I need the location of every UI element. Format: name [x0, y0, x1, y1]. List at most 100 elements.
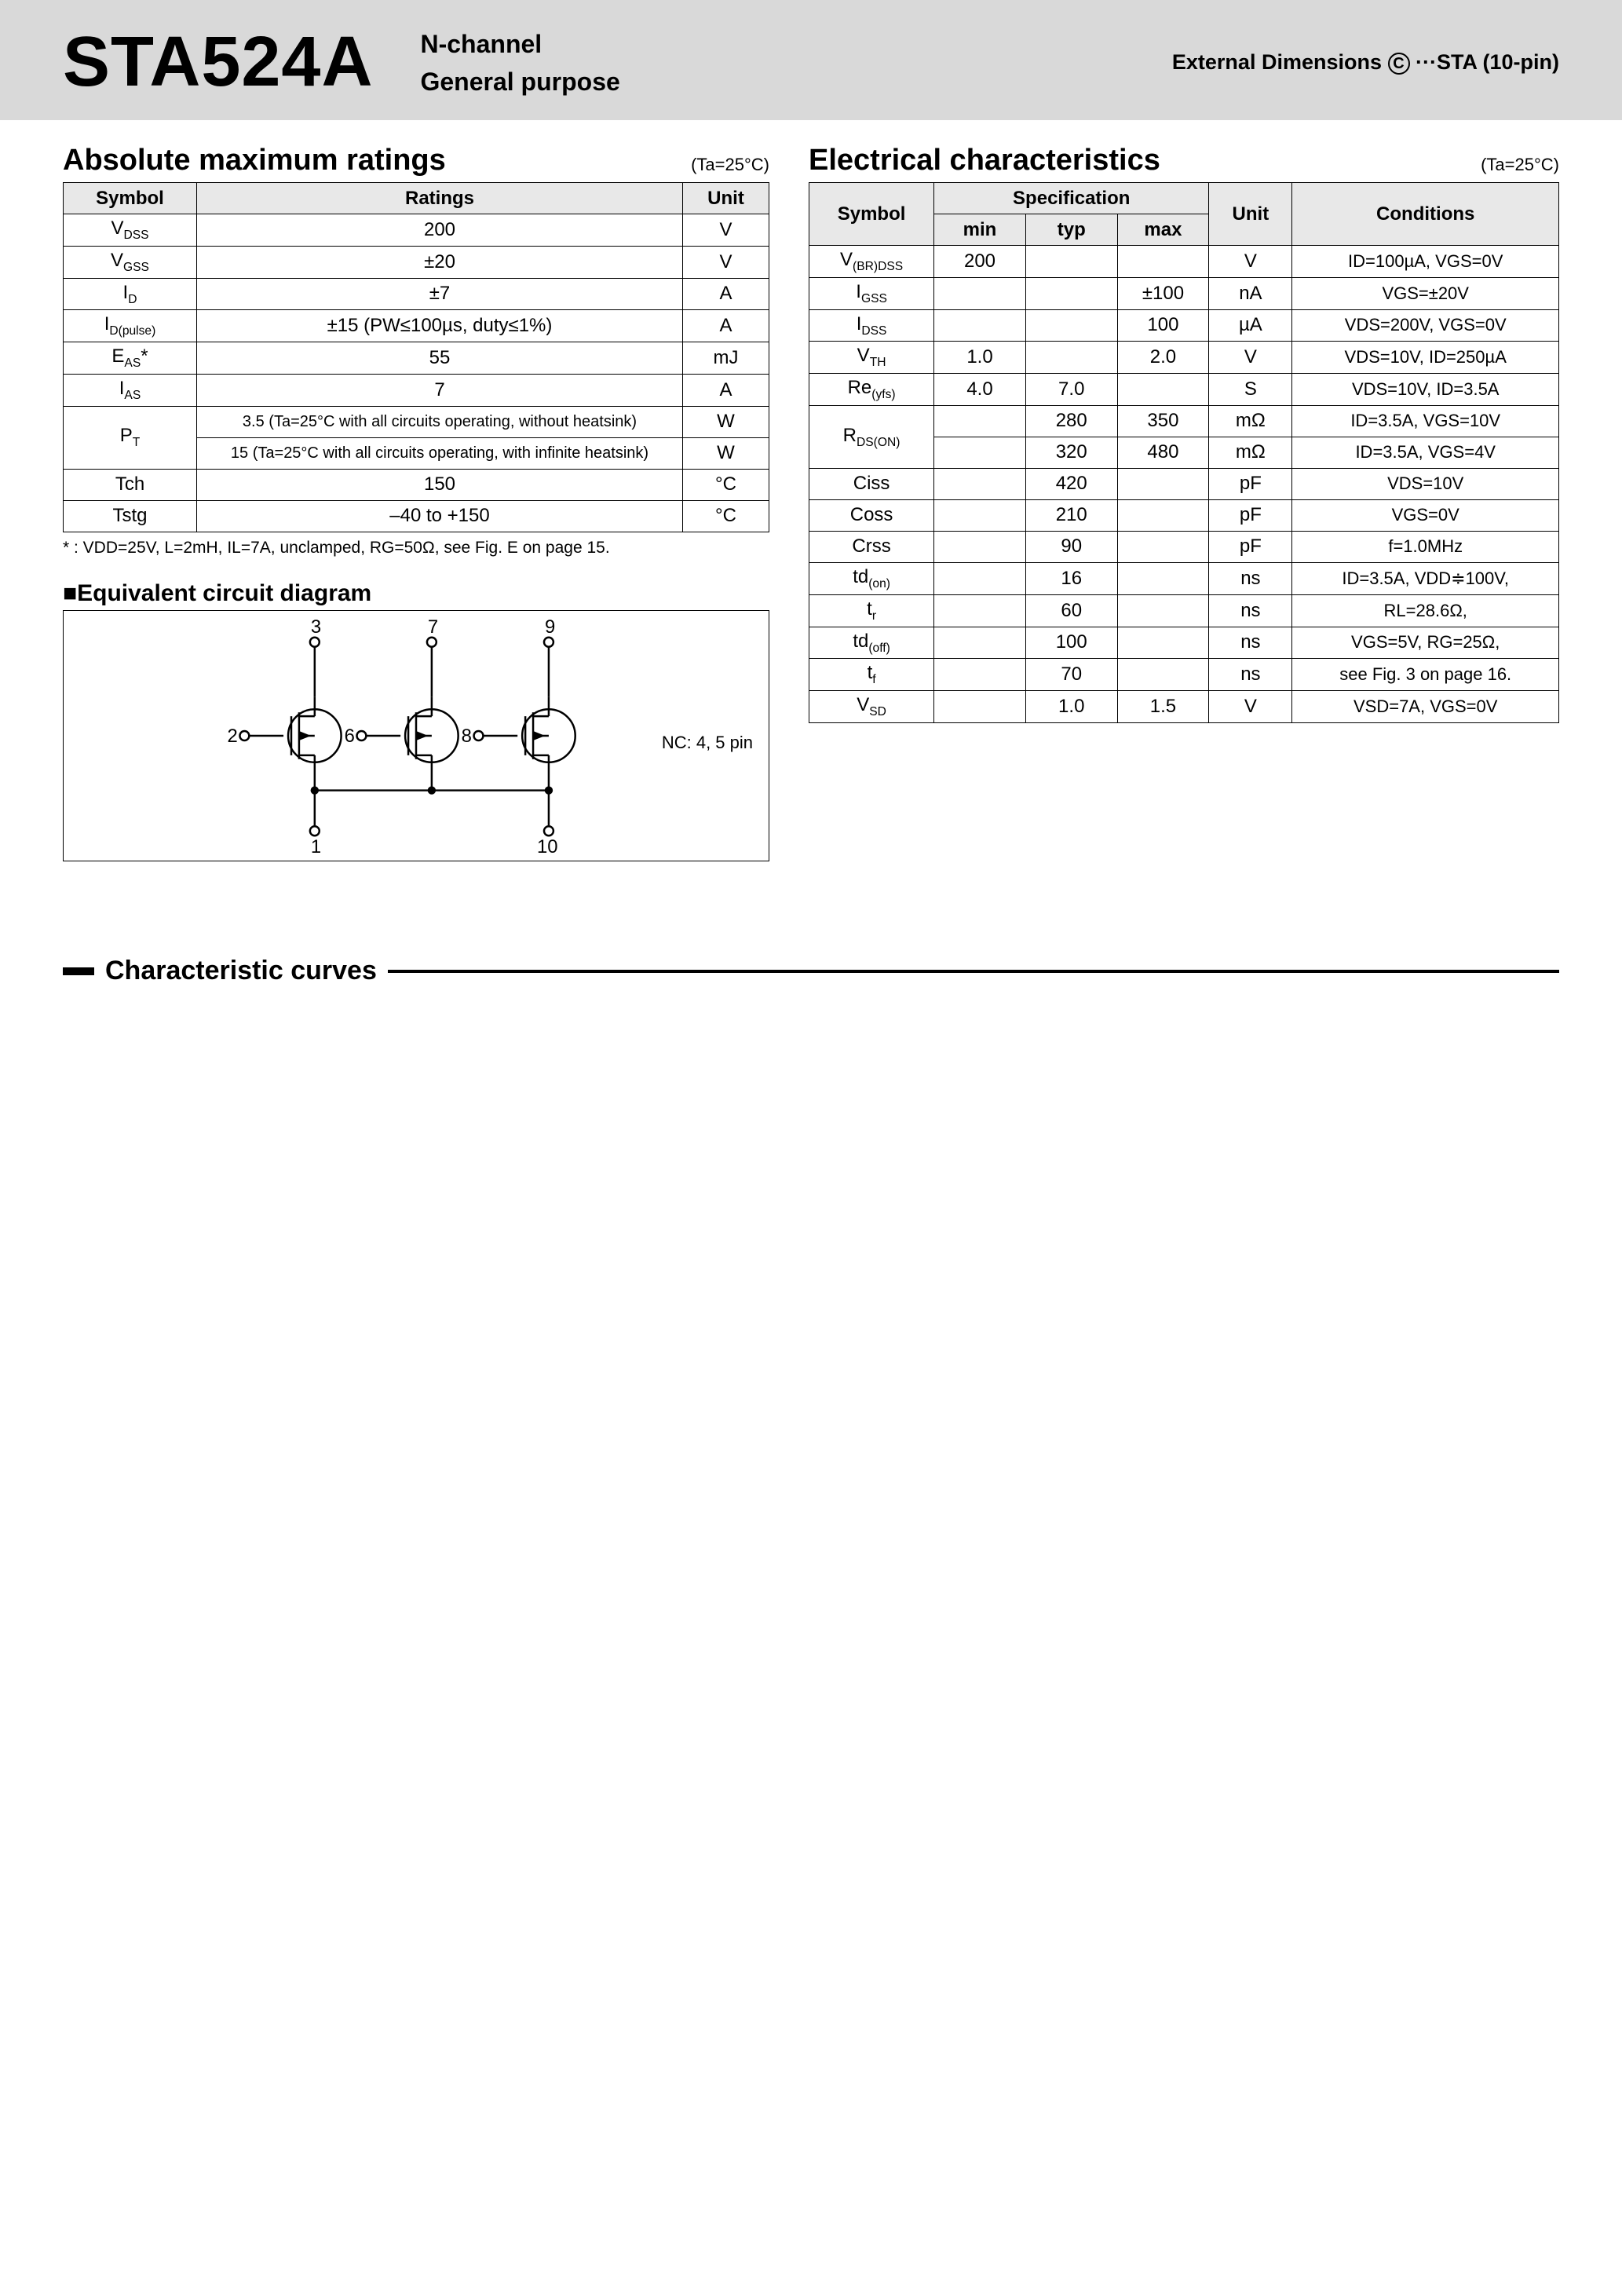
- desc-line-2: General purpose: [420, 63, 1171, 101]
- typ-cell: [1025, 246, 1117, 278]
- typ-cell: 280: [1025, 405, 1117, 437]
- max-cell: [1117, 246, 1209, 278]
- col-min: min: [934, 214, 1026, 246]
- unit-cell: nA: [1209, 277, 1292, 309]
- table-row: Ciss420pFVDS=10V: [809, 468, 1559, 499]
- nc-label: NC: 4, 5 pin: [662, 733, 753, 753]
- typ-cell: 90: [1025, 531, 1117, 562]
- typ-cell: [1025, 309, 1117, 342]
- eq-circuit-box: 3 7 9 2 6 8 1 10 NC: 4, 5 pin: [63, 610, 769, 861]
- rating-cell: –40 to +150: [197, 500, 683, 532]
- sub: (on): [868, 577, 890, 590]
- ext-dim-pkg: STA (10-pin): [1437, 50, 1559, 74]
- min-cell: 4.0: [934, 374, 1026, 406]
- sym: E: [111, 345, 124, 367]
- unit-cell: pF: [1209, 531, 1292, 562]
- table-row: td(off)100nsVGS=5V, RG=25Ω,: [809, 627, 1559, 659]
- min-cell: [934, 531, 1026, 562]
- divider-bar-left: [63, 967, 94, 975]
- table-row: RDS(ON) 280350mΩID=3.5A, VGS=10V: [809, 405, 1559, 437]
- col-symbol: Symbol: [809, 183, 934, 246]
- elec-header-row1: Symbol Specification Unit Conditions: [809, 183, 1559, 214]
- cond-cell: VDS=10V: [1292, 468, 1559, 499]
- cond-cell: VDS=10V, ID=250µA: [1292, 342, 1559, 374]
- table-row: ID(pulse)±15 (PW≤100µs, duty≤1%)A: [64, 310, 769, 342]
- unit-cell: V: [1209, 246, 1292, 278]
- rating-cell: ±7: [197, 278, 683, 310]
- sym-cell: PT: [64, 406, 197, 469]
- sym: td: [853, 566, 868, 587]
- table-row: Crss 90 pFf=1.0MHz: [809, 531, 1559, 562]
- sym: V: [840, 249, 853, 270]
- right-column: Electrical characteristics (Ta=25°C) Sym…: [809, 144, 1559, 861]
- pin-label: 7: [428, 616, 438, 638]
- sym-cell: Crss: [809, 531, 934, 562]
- pin-label: 9: [545, 616, 555, 638]
- max-cell: 350: [1117, 405, 1209, 437]
- unit-cell: pF: [1209, 468, 1292, 499]
- table-row: V(BR)DSS200VID=100µA, VGS=0V: [809, 246, 1559, 278]
- sub: r: [872, 609, 876, 623]
- sym-cell: Re(yfs): [809, 374, 934, 406]
- sym-cell: ID: [64, 278, 197, 310]
- sym-cell: RDS(ON): [809, 405, 934, 468]
- table-row: tr60nsRL=28.6Ω,: [809, 594, 1559, 627]
- min-cell: [934, 627, 1026, 659]
- sym: P: [120, 425, 133, 446]
- min-cell: [934, 405, 1026, 437]
- unit-cell: V: [1209, 342, 1292, 374]
- cond-cell: ID=100µA, VGS=0V: [1292, 246, 1559, 278]
- sub: DS(ON): [857, 435, 900, 448]
- abs-max-header-row: Absolute maximum ratings (Ta=25°C): [63, 144, 769, 177]
- sym-cell: VTH: [809, 342, 934, 374]
- desc-line-1: N-channel: [420, 25, 1171, 63]
- min-cell: [934, 468, 1026, 499]
- sym-cell: VDSS: [64, 214, 197, 247]
- abs-max-title: Absolute maximum ratings: [63, 144, 446, 177]
- unit-cell: ns: [1209, 594, 1292, 627]
- min-cell: [934, 562, 1026, 594]
- unit-cell: V: [683, 214, 769, 247]
- circle-c-icon: C: [1388, 53, 1410, 75]
- elec-table: Symbol Specification Unit Conditions min…: [809, 182, 1559, 723]
- unit-cell: A: [683, 310, 769, 342]
- sub: GSS: [123, 261, 149, 274]
- unit-cell: mΩ: [1209, 437, 1292, 468]
- cond-cell: ID=3.5A, VDD≑100V,: [1292, 562, 1559, 594]
- sym-cell: IGSS: [809, 277, 934, 309]
- unit-cell: mΩ: [1209, 405, 1292, 437]
- typ-cell: 16: [1025, 562, 1117, 594]
- sym-cell: VGSS: [64, 246, 197, 278]
- sub: AS: [124, 389, 141, 402]
- ext-dim-label: External Dimensions: [1172, 50, 1382, 74]
- cond-cell: f=1.0MHz: [1292, 531, 1559, 562]
- table-row: Tch150°C: [64, 469, 769, 500]
- cond-cell: VSD=7A, VGS=0V: [1292, 691, 1559, 723]
- rating-cell: 200: [197, 214, 683, 247]
- pin-label: 3: [311, 616, 321, 638]
- rating-cell: 55: [197, 342, 683, 375]
- max-cell: [1117, 562, 1209, 594]
- part-number: STA524A: [63, 22, 373, 103]
- max-cell: [1117, 659, 1209, 691]
- external-dimensions: External Dimensions C ···STA (10-pin): [1172, 50, 1559, 75]
- typ-cell: [1025, 277, 1117, 309]
- sub: SD: [869, 705, 886, 718]
- unit-cell: mJ: [683, 342, 769, 375]
- unit-cell: ns: [1209, 627, 1292, 659]
- left-column: Absolute maximum ratings (Ta=25°C) Symbo…: [63, 144, 769, 861]
- max-cell: 2.0: [1117, 342, 1209, 374]
- sym: R: [843, 425, 857, 446]
- typ-cell: 70: [1025, 659, 1117, 691]
- max-cell: [1117, 374, 1209, 406]
- unit-cell: S: [1209, 374, 1292, 406]
- cond-cell: VDS=200V, VGS=0V: [1292, 309, 1559, 342]
- divider-bar-right: [388, 970, 1559, 973]
- max-cell: 100: [1117, 309, 1209, 342]
- min-cell: [934, 309, 1026, 342]
- char-curves-title: Characteristic curves: [94, 956, 388, 986]
- char-curves-divider: Characteristic curves: [63, 956, 1559, 986]
- sym-cell: IAS: [64, 374, 197, 406]
- sub: GSS: [861, 292, 887, 305]
- max-cell: [1117, 627, 1209, 659]
